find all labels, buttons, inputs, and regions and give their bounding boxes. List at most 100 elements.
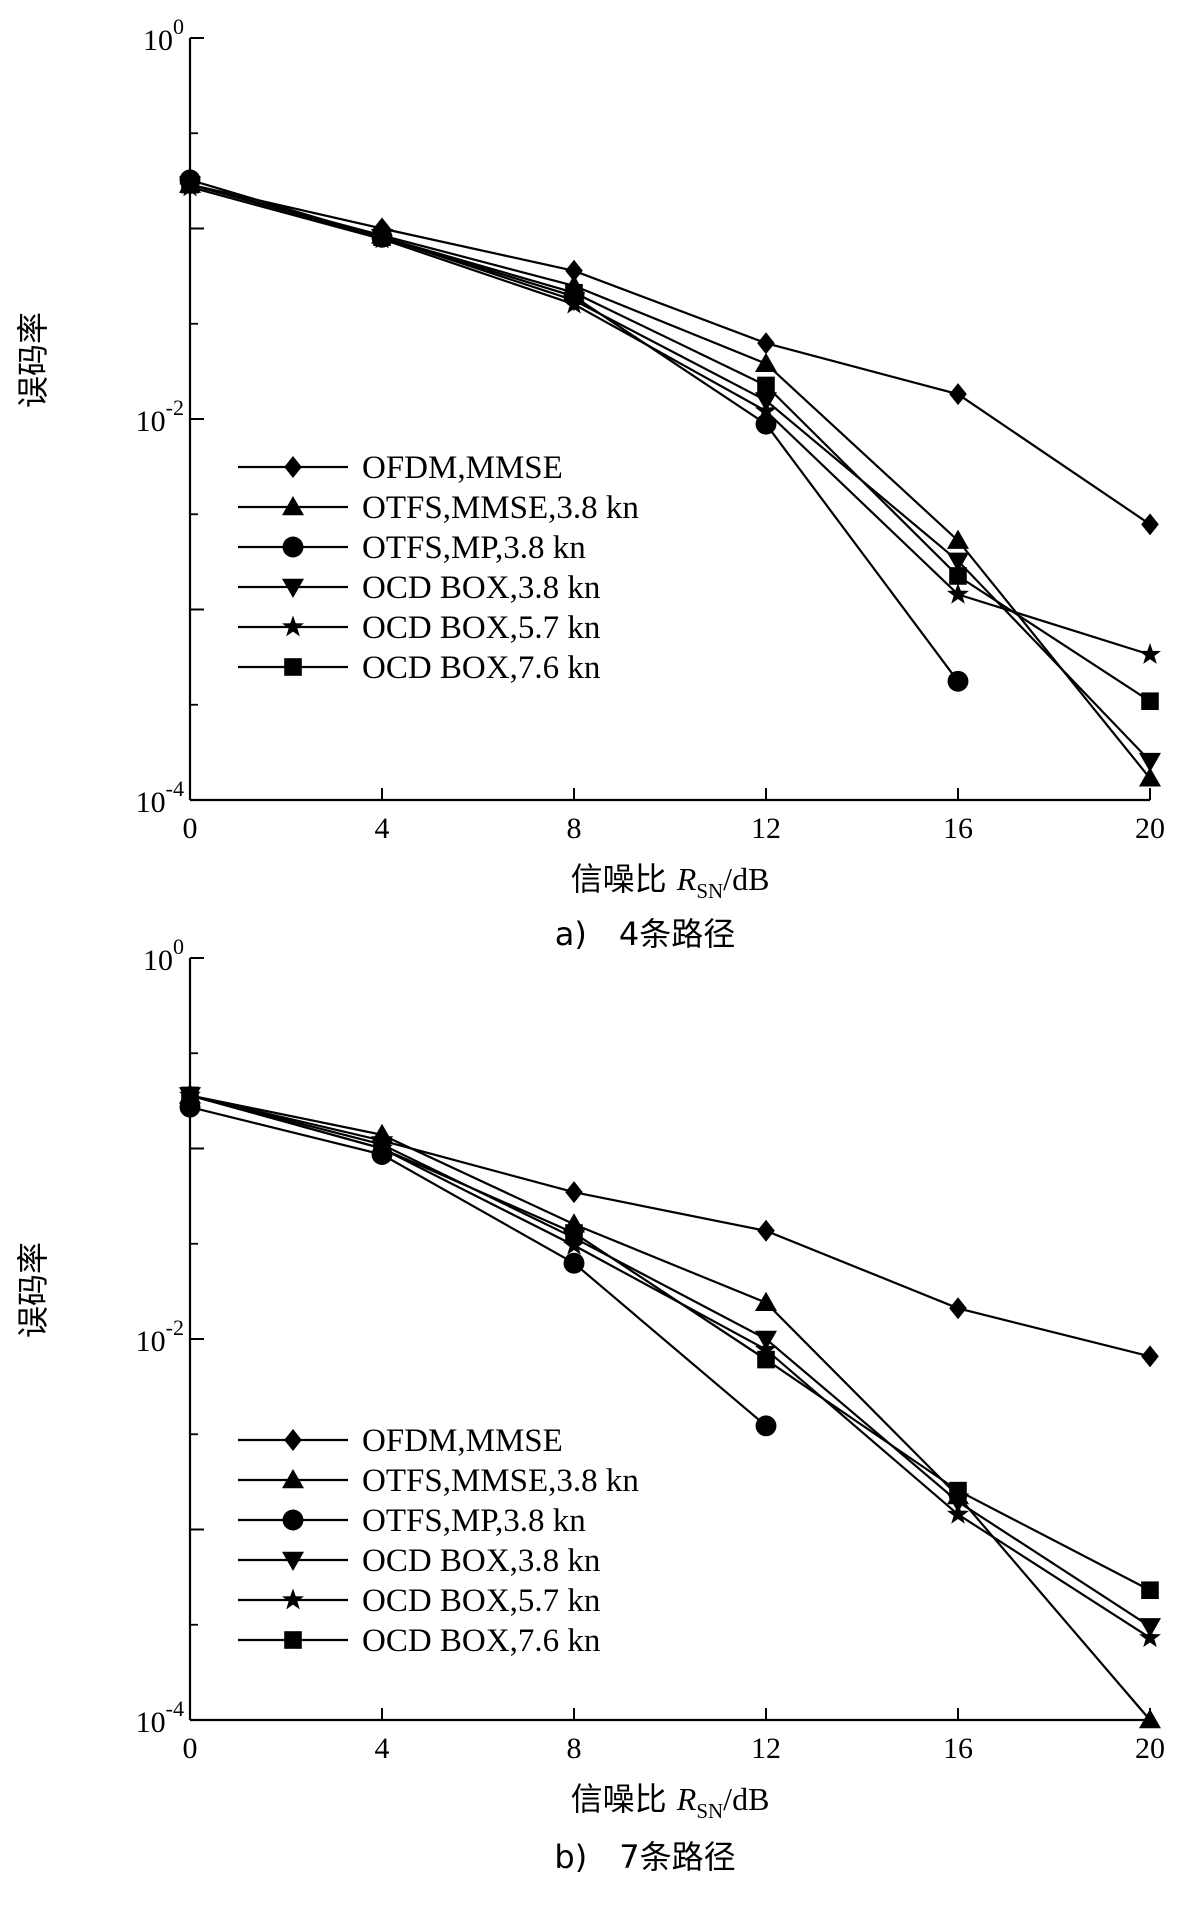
series-line	[189, 1094, 1151, 1358]
data-point	[947, 552, 969, 572]
series-triangle-up	[179, 173, 1161, 787]
legend-marker	[282, 496, 304, 516]
series-triangle-down	[179, 176, 1161, 773]
x-tick-label: 12	[751, 812, 781, 845]
legend: OFDM,MMSE OTFS,MMSE,3.8 kn OTFS,MP,3.8 kn O…	[238, 450, 639, 686]
legend-marker	[282, 1509, 304, 1531]
x-tick-label: 0	[183, 1732, 198, 1765]
data-point	[1139, 643, 1161, 664]
legend: OFDM,MMSE OTFS,MMSE,3.8 kn OTFS,MP,3.8 kn O…	[238, 1423, 639, 1659]
data-point	[949, 567, 967, 585]
legend-label: OFDM,MMSE	[362, 450, 563, 486]
series-square	[181, 175, 1159, 711]
y-tick-label: 10-4	[136, 776, 184, 819]
data-point	[563, 292, 585, 314]
data-point	[757, 332, 775, 355]
x-axis-label: 信噪比 RSN/dB	[571, 860, 770, 903]
legend-marker	[282, 536, 304, 558]
legend-label: OTFS,MP,3.8 kn	[362, 530, 586, 566]
y-tick-label: 10-2	[136, 395, 184, 438]
legend-label: OCD BOX,7.6 kn	[362, 1623, 600, 1659]
series-star	[179, 175, 1161, 664]
legend-marker	[284, 1429, 302, 1451]
data-point	[755, 1291, 777, 1311]
legend-marker	[282, 1551, 304, 1571]
data-point	[373, 228, 391, 247]
legend-label: OFDM,MMSE	[362, 1423, 563, 1459]
y-axis-label: 误码率	[14, 1242, 52, 1338]
series-triangle-down	[179, 1087, 1161, 1638]
data-point	[565, 1181, 583, 1204]
legend-label: OCD BOX,7.6 kn	[362, 650, 600, 686]
data-point	[757, 1350, 775, 1369]
series-line	[189, 183, 1151, 703]
x-tick-label: 12	[751, 1732, 781, 1765]
legend-label: OTFS,MMSE,3.8 kn	[362, 490, 639, 526]
y-tick-label: 10-4	[136, 1696, 184, 1739]
data-point	[565, 1224, 583, 1242]
data-point	[949, 383, 967, 406]
x-axis-label: 信噪比 RSN/dB	[571, 1780, 770, 1823]
data-point	[565, 259, 583, 282]
x-tick-label: 8	[567, 812, 582, 845]
series-line	[189, 1094, 1151, 1639]
series-line	[189, 1106, 767, 1427]
data-point	[949, 1481, 967, 1500]
data-point	[1139, 752, 1161, 773]
y-tick-label: 100	[143, 934, 184, 977]
series-line	[189, 178, 959, 682]
y-tick-label: 10-2	[136, 1315, 184, 1358]
data-point	[1139, 767, 1161, 787]
data-point	[181, 175, 199, 194]
data-point	[1141, 692, 1159, 711]
legend-label: OCD BOX,3.8 kn	[362, 570, 600, 606]
data-point	[947, 1502, 969, 1524]
series-triangle-up	[179, 1084, 1161, 1729]
series-line	[189, 1094, 1151, 1592]
x-tick-label: 0	[183, 812, 198, 845]
chart-caption: b) 7条路径	[554, 1838, 735, 1876]
legend-label: OCD BOX,3.8 kn	[362, 1543, 600, 1579]
data-point	[373, 1139, 391, 1158]
x-tick-label: 20	[1135, 812, 1165, 845]
data-point	[1141, 513, 1159, 536]
data-point	[947, 529, 969, 549]
legend-marker	[282, 615, 304, 637]
data-point	[757, 1219, 775, 1242]
data-point	[1139, 1709, 1161, 1729]
data-point	[181, 1086, 199, 1105]
chart-caption: a) 4条路径	[555, 915, 735, 953]
series-circle	[179, 1096, 777, 1437]
legend-marker	[284, 456, 302, 478]
legend-label: OTFS,MMSE,3.8 kn	[362, 1463, 639, 1499]
y-tick-label: 100	[143, 14, 184, 57]
y-axis-label: 误码率	[14, 312, 52, 408]
series-line	[189, 186, 1151, 656]
data-point	[1141, 1345, 1159, 1368]
data-point	[1139, 1626, 1161, 1648]
legend-marker	[284, 1631, 302, 1649]
x-tick-label: 8	[567, 1732, 582, 1765]
x-tick-label: 4	[375, 812, 390, 845]
legend-label: OCD BOX,5.7 kn	[362, 1583, 600, 1619]
data-point	[949, 1297, 967, 1320]
data-point	[1141, 1581, 1159, 1600]
legend-marker	[284, 658, 302, 676]
legend-label: OCD BOX,5.7 kn	[362, 610, 600, 646]
x-tick-label: 20	[1135, 1732, 1165, 1765]
series-line	[189, 183, 1151, 526]
data-point	[563, 1252, 585, 1274]
legend-marker	[282, 1588, 304, 1610]
data-point	[755, 1338, 777, 1359]
data-point	[565, 283, 583, 302]
data-point	[563, 1233, 585, 1255]
series-line	[189, 1094, 1151, 1721]
data-point	[755, 399, 777, 421]
data-point	[757, 376, 775, 395]
series-line	[189, 1094, 1151, 1628]
data-point	[755, 352, 777, 372]
series-diamond	[181, 1084, 1159, 1368]
x-tick-label: 16	[943, 812, 973, 845]
